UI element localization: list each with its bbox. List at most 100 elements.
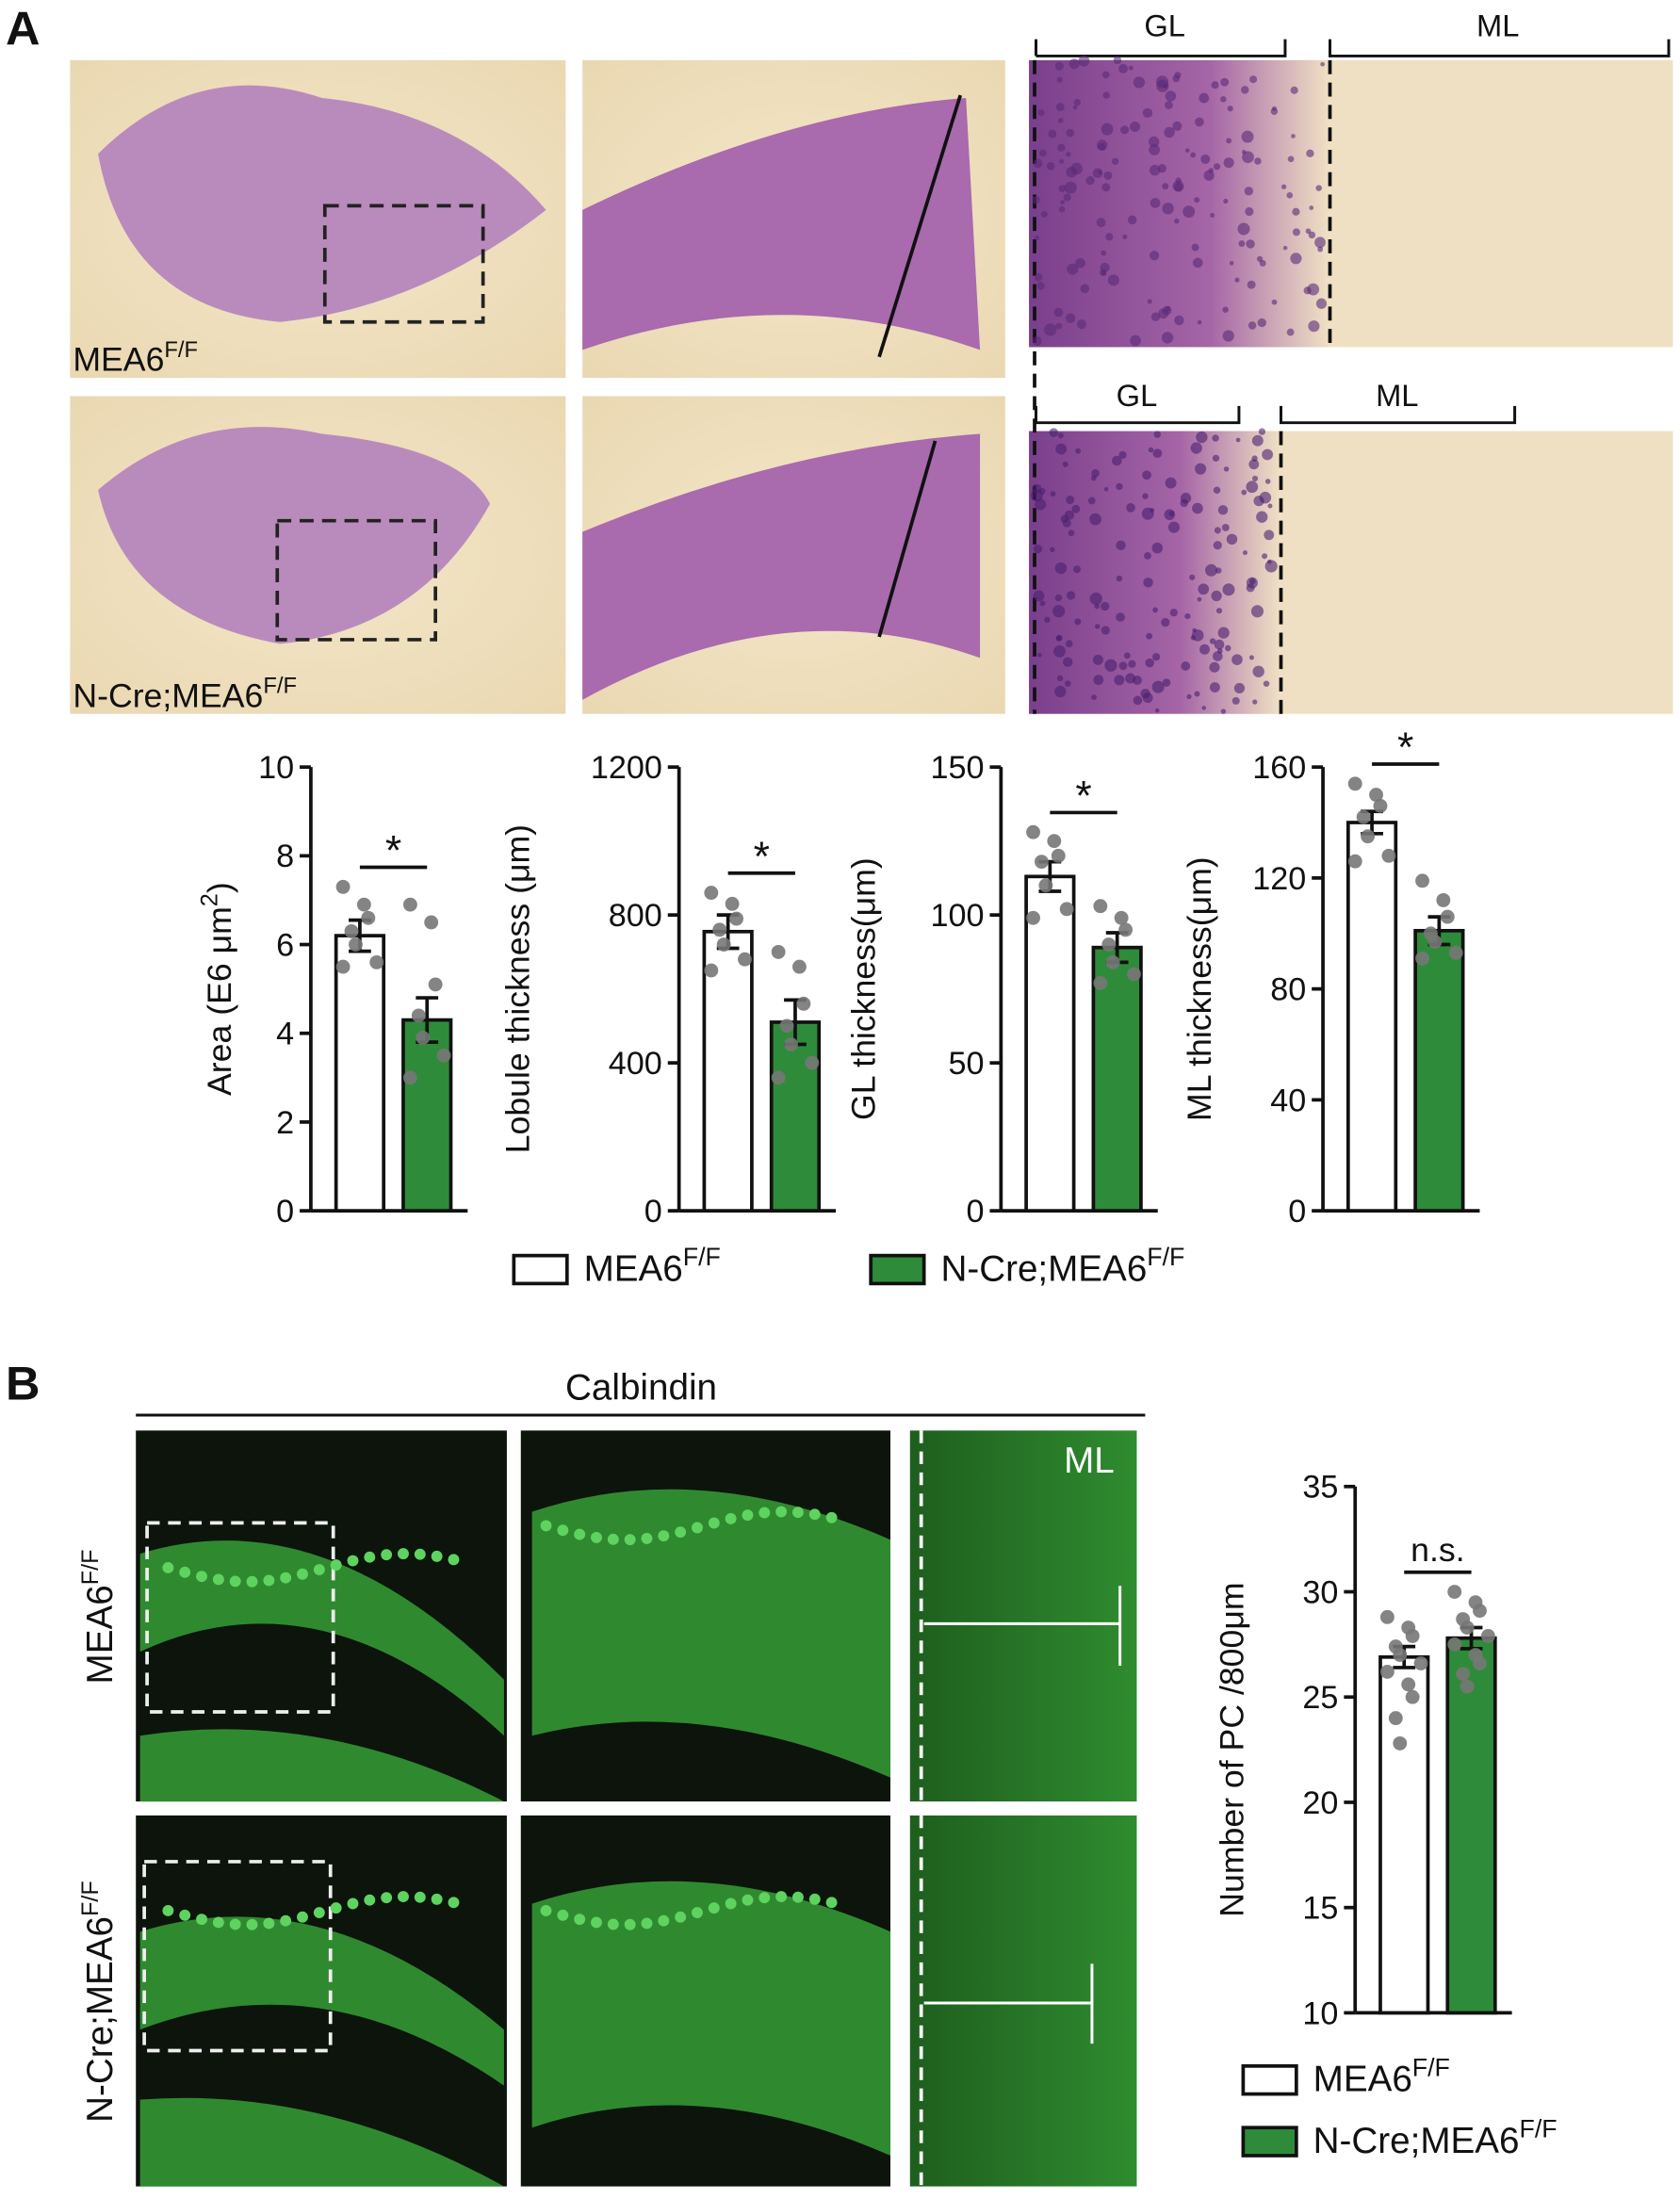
cell bbox=[1068, 58, 1080, 70]
cell bbox=[1256, 255, 1264, 263]
cell bbox=[1122, 234, 1128, 239]
cell bbox=[1244, 187, 1254, 196]
cell bbox=[1220, 96, 1227, 103]
cell bbox=[1101, 601, 1110, 611]
cell bbox=[1150, 508, 1155, 513]
legend-swatch bbox=[869, 1253, 926, 1286]
cell bbox=[1184, 613, 1191, 620]
cell bbox=[1037, 652, 1042, 658]
cell bbox=[1287, 155, 1295, 163]
cell bbox=[1130, 121, 1141, 132]
cell bbox=[1140, 688, 1150, 699]
significance-label: * bbox=[754, 834, 770, 880]
cell bbox=[758, 1507, 771, 1519]
cell bbox=[1317, 246, 1324, 252]
y-tick-label: 4 bbox=[276, 1017, 294, 1052]
cell bbox=[1234, 277, 1240, 283]
label-sup: F/F bbox=[164, 337, 198, 363]
cell bbox=[1104, 659, 1117, 672]
cell bbox=[1033, 158, 1043, 169]
cell bbox=[1096, 218, 1106, 228]
cell bbox=[607, 1533, 619, 1545]
cell bbox=[1146, 632, 1153, 640]
cell bbox=[347, 1555, 359, 1567]
cell bbox=[212, 1573, 224, 1586]
cell bbox=[1308, 231, 1316, 239]
data-point bbox=[416, 1031, 431, 1045]
cell bbox=[1075, 257, 1085, 269]
cell bbox=[162, 1562, 174, 1573]
cell bbox=[280, 1914, 292, 1927]
cell bbox=[1050, 546, 1055, 553]
data-point bbox=[1473, 1604, 1487, 1619]
cell bbox=[1128, 660, 1136, 668]
label-sup: F/F bbox=[77, 1881, 104, 1916]
stain-label: Calbindin bbox=[565, 1368, 717, 1409]
cell bbox=[1153, 431, 1162, 438]
data-point bbox=[1447, 1585, 1462, 1599]
cell bbox=[1264, 479, 1271, 484]
cell bbox=[1072, 565, 1082, 574]
cell bbox=[1191, 243, 1199, 252]
cell bbox=[1235, 437, 1241, 443]
data-point bbox=[1393, 1735, 1408, 1751]
label-text: MEA6 bbox=[80, 1585, 121, 1684]
data-point bbox=[1415, 951, 1429, 966]
cell bbox=[1060, 200, 1066, 204]
cell bbox=[1038, 487, 1046, 495]
data-point bbox=[1413, 1656, 1428, 1670]
cell bbox=[448, 1897, 460, 1909]
inset-box bbox=[322, 204, 485, 324]
cell bbox=[825, 1511, 838, 1523]
cell bbox=[825, 1897, 838, 1909]
cell bbox=[1212, 454, 1220, 462]
y-tick-label: 0 bbox=[1288, 1194, 1306, 1230]
cell bbox=[1266, 559, 1272, 564]
data-point bbox=[402, 1070, 417, 1085]
cell bbox=[1208, 168, 1214, 173]
cell bbox=[398, 1548, 409, 1560]
data-point bbox=[716, 937, 731, 952]
cell bbox=[1116, 482, 1123, 491]
data-point bbox=[805, 1055, 820, 1070]
label-sup: F/F bbox=[77, 1549, 104, 1585]
inset-box bbox=[142, 1860, 333, 2053]
cell bbox=[1211, 81, 1219, 90]
cell bbox=[1314, 236, 1326, 249]
y-tick-label: 0 bbox=[644, 1194, 662, 1230]
data-point bbox=[1347, 776, 1362, 791]
cell bbox=[1286, 191, 1294, 199]
data-point bbox=[1381, 848, 1396, 863]
y-tick-label: 150 bbox=[931, 750, 985, 786]
cell bbox=[1212, 651, 1223, 661]
cell bbox=[1101, 71, 1110, 79]
y-axis-label: Number of PC /800μm bbox=[1213, 1582, 1250, 1916]
cell bbox=[1190, 152, 1197, 158]
data-point bbox=[1026, 910, 1040, 925]
label-text: N-Cre;MEA6 bbox=[80, 1916, 121, 2123]
data-point bbox=[1356, 809, 1371, 824]
cell bbox=[1133, 676, 1142, 685]
cell bbox=[1195, 463, 1207, 475]
cell bbox=[1142, 470, 1151, 481]
cell bbox=[1231, 696, 1240, 705]
cell bbox=[574, 1528, 586, 1540]
cell bbox=[1116, 540, 1126, 550]
y-axis-label-text: Number of PC /800μm bbox=[1213, 1582, 1250, 1916]
cell bbox=[574, 1914, 586, 1926]
cell bbox=[1290, 252, 1302, 265]
cell bbox=[1210, 212, 1215, 218]
cell bbox=[1091, 468, 1100, 478]
cell bbox=[1116, 575, 1123, 582]
y-tick-label: 15 bbox=[1302, 1891, 1338, 1927]
cell bbox=[742, 1894, 754, 1906]
data-point bbox=[1436, 893, 1451, 907]
measure-line bbox=[877, 94, 963, 358]
cell bbox=[1306, 149, 1314, 158]
y-axis-label: Area (E6 μm2) bbox=[196, 882, 238, 1096]
tissue bbox=[98, 427, 491, 644]
cell bbox=[1240, 86, 1249, 94]
cell bbox=[1212, 434, 1219, 442]
legend-label-text: MEA6 bbox=[1313, 2060, 1412, 2100]
cell bbox=[1049, 428, 1059, 437]
